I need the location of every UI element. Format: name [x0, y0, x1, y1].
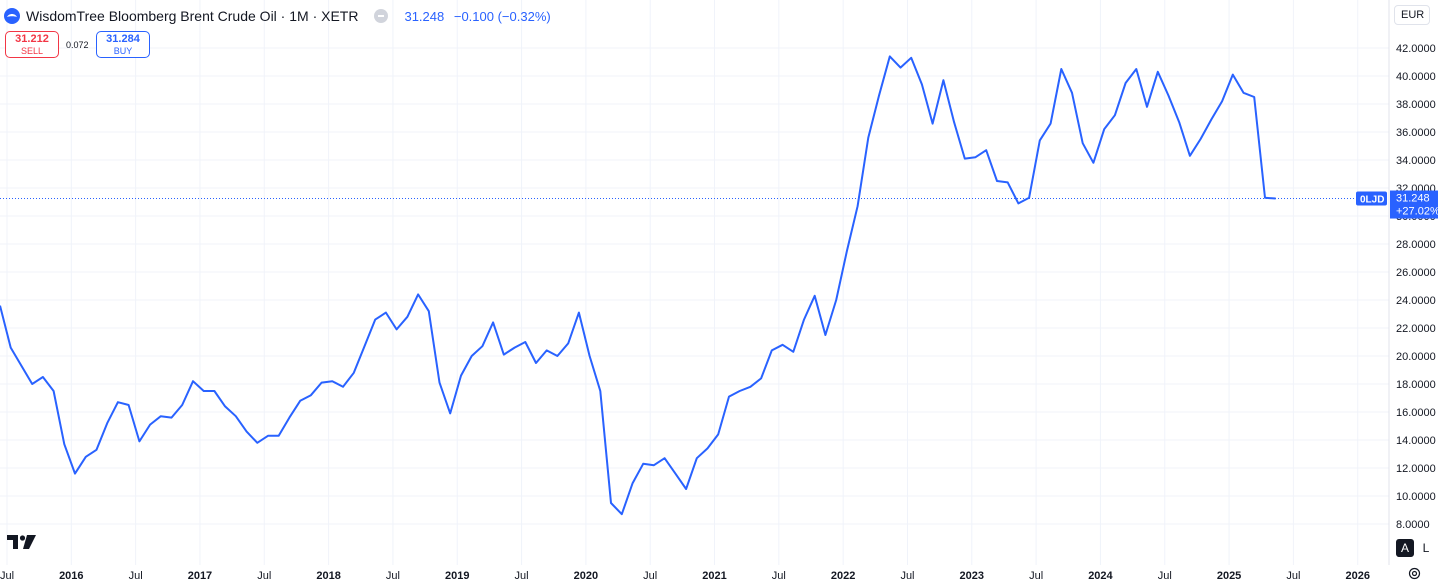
y-tick-label: 22.0000: [1396, 323, 1436, 335]
x-tick-label: 2018: [316, 570, 340, 582]
y-tick-label: 26.0000: [1396, 267, 1436, 279]
y-tick-label: 24.0000: [1396, 295, 1436, 307]
change-label: +27.02%: [1396, 206, 1440, 218]
legend-header: WisdomTree Bloomberg Brent Crude Oil · 1…: [4, 5, 551, 27]
y-tick-label: 10.0000: [1396, 491, 1436, 503]
x-tick-label: 2026: [1345, 570, 1369, 582]
market-status-icon[interactable]: [374, 9, 389, 23]
x-tick-label: 2021: [702, 570, 726, 582]
x-tick-label: Jul: [129, 570, 143, 582]
x-tick-label: 2022: [831, 570, 855, 582]
spread-value: 0.072: [66, 40, 89, 50]
symbol-logo-icon: [4, 8, 20, 24]
last-price: 31.248: [404, 8, 445, 24]
x-tick-label: 2025: [1217, 570, 1241, 582]
price-series-line[interactable]: [0, 55, 1276, 516]
sell-label: SELL: [20, 46, 44, 56]
y-tick-label: 18.0000: [1396, 379, 1436, 391]
x-tick-label: Jul: [257, 570, 271, 582]
x-tick-label: 2023: [960, 570, 984, 582]
x-tick-label: Jul: [515, 570, 529, 582]
quote: 31.248 −0.100 (−0.32%): [404, 9, 550, 24]
price-label-bg: [1390, 190, 1438, 219]
y-tick-label: 28.0000: [1396, 239, 1436, 251]
y-tick-label: 42.0000: [1396, 43, 1436, 55]
x-tick-label: Jul: [1029, 570, 1043, 582]
x-tick-label: Jul: [1286, 570, 1300, 582]
x-tick-label: 2019: [445, 570, 469, 582]
x-tick-label: 2016: [59, 570, 83, 582]
time-axis[interactable]: Jul 2016 Jul 2017 Jul 2018 Jul 2019 Jul 2020 Jul 20…: [0, 570, 1370, 582]
price-change: −0.100 (−0.32%): [453, 8, 551, 24]
buy-price: 31.284: [106, 33, 140, 45]
x-tick-label: 2024: [1088, 570, 1113, 582]
symbol-title[interactable]: WisdomTree Bloomberg Brent Crude Oil · 1…: [26, 8, 359, 24]
log-scale-button[interactable]: L: [1422, 541, 1430, 555]
y-tick-label: 14.0000: [1396, 435, 1436, 447]
x-tick-label: Jul: [643, 570, 657, 582]
settings-gear-icon[interactable]: [1408, 567, 1421, 585]
x-tick-label: Jul: [900, 570, 914, 582]
y-tick-label: 34.0000: [1396, 155, 1436, 167]
buy-button[interactable]: 31.284 BUY: [96, 31, 150, 58]
x-tick-label: Jul: [1158, 570, 1172, 582]
y-tick-label: 16.0000: [1396, 407, 1436, 419]
y-tick-label: 8.0000: [1396, 519, 1430, 531]
y-tick-label: 20.0000: [1396, 351, 1436, 363]
sell-button[interactable]: 31.212 SELL: [5, 31, 59, 58]
symbol-label-bg: [1356, 191, 1387, 206]
x-tick-label: 2017: [188, 570, 212, 582]
y-tick-label: 12.0000: [1396, 463, 1436, 475]
sell-price: 31.212: [15, 33, 49, 45]
last-price-label: 0LJD 31.248 +27.02%: [1356, 190, 1440, 219]
auto-scale-button[interactable]: A: [1396, 539, 1414, 557]
x-tick-label: Jul: [386, 570, 400, 582]
x-tick-label: 2020: [574, 570, 598, 582]
y-tick-label: 38.0000: [1396, 99, 1436, 111]
x-tick-label: Jul: [772, 570, 786, 582]
symbol-label: 0LJD: [1360, 195, 1384, 206]
x-tick-label: Jul: [0, 570, 14, 582]
buy-label: BUY: [113, 46, 133, 56]
grid: [0, 0, 1389, 565]
tradingview-logo-icon[interactable]: [7, 534, 37, 555]
price-axis[interactable]: 8.0000 10.0000 12.0000 14.0000 16.0000 18.000…: [1396, 43, 1436, 531]
y-tick-label: 36.0000: [1396, 127, 1436, 139]
price-label: 31.248: [1396, 193, 1430, 205]
currency-selector[interactable]: EUR: [1394, 5, 1430, 25]
y-tick-label: 40.0000: [1396, 71, 1436, 83]
